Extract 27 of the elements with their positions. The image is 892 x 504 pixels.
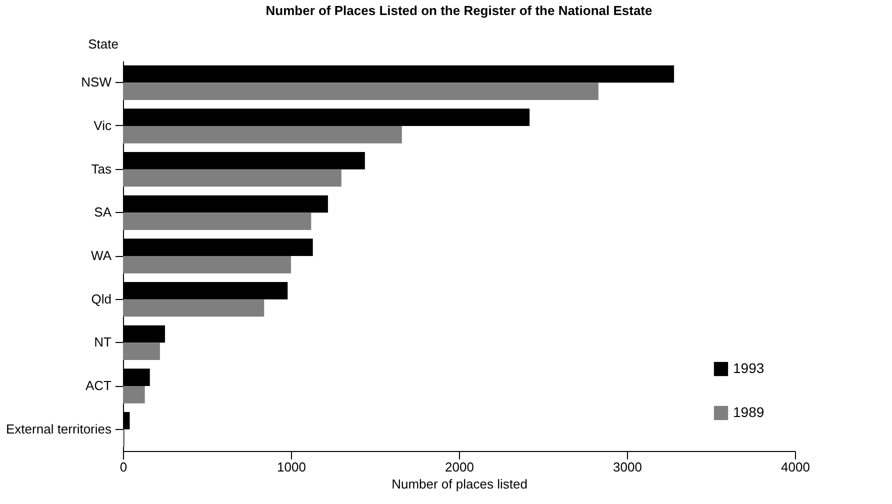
x-axis-title: Number of places listed — [392, 476, 528, 492]
y-tick-label: Tas — [91, 161, 112, 176]
x-tick-label: 0 — [120, 460, 128, 474]
y-axis-title: State — [88, 36, 118, 52]
bar — [123, 342, 160, 360]
y-tick-label: SA — [94, 204, 112, 220]
legend-label: 1989 — [733, 404, 764, 420]
x-tick-label: 2000 — [445, 460, 474, 474]
legend-label: 1993 — [733, 360, 764, 376]
bar — [123, 212, 312, 230]
bar — [123, 386, 145, 404]
y-tick-label: WA — [91, 248, 112, 263]
x-tick-label: 1000 — [277, 460, 306, 474]
bar — [123, 256, 291, 274]
y-tick-label: NT — [94, 334, 112, 350]
bar — [123, 169, 342, 187]
bar — [123, 299, 264, 317]
y-tick-label: Qld — [91, 291, 112, 306]
bar — [123, 82, 598, 100]
x-tick-label: 4000 — [781, 460, 810, 474]
y-tick-label: Vic — [94, 118, 112, 133]
bar — [123, 126, 402, 144]
y-tick-label: ACT — [86, 378, 112, 393]
y-tick-label: External territories — [6, 421, 112, 436]
y-tick-label: NSW — [81, 74, 112, 90]
x-tick-label: 3000 — [613, 460, 642, 474]
chart-title: Number of Places Listed on the Register of the National Estate — [266, 3, 652, 18]
